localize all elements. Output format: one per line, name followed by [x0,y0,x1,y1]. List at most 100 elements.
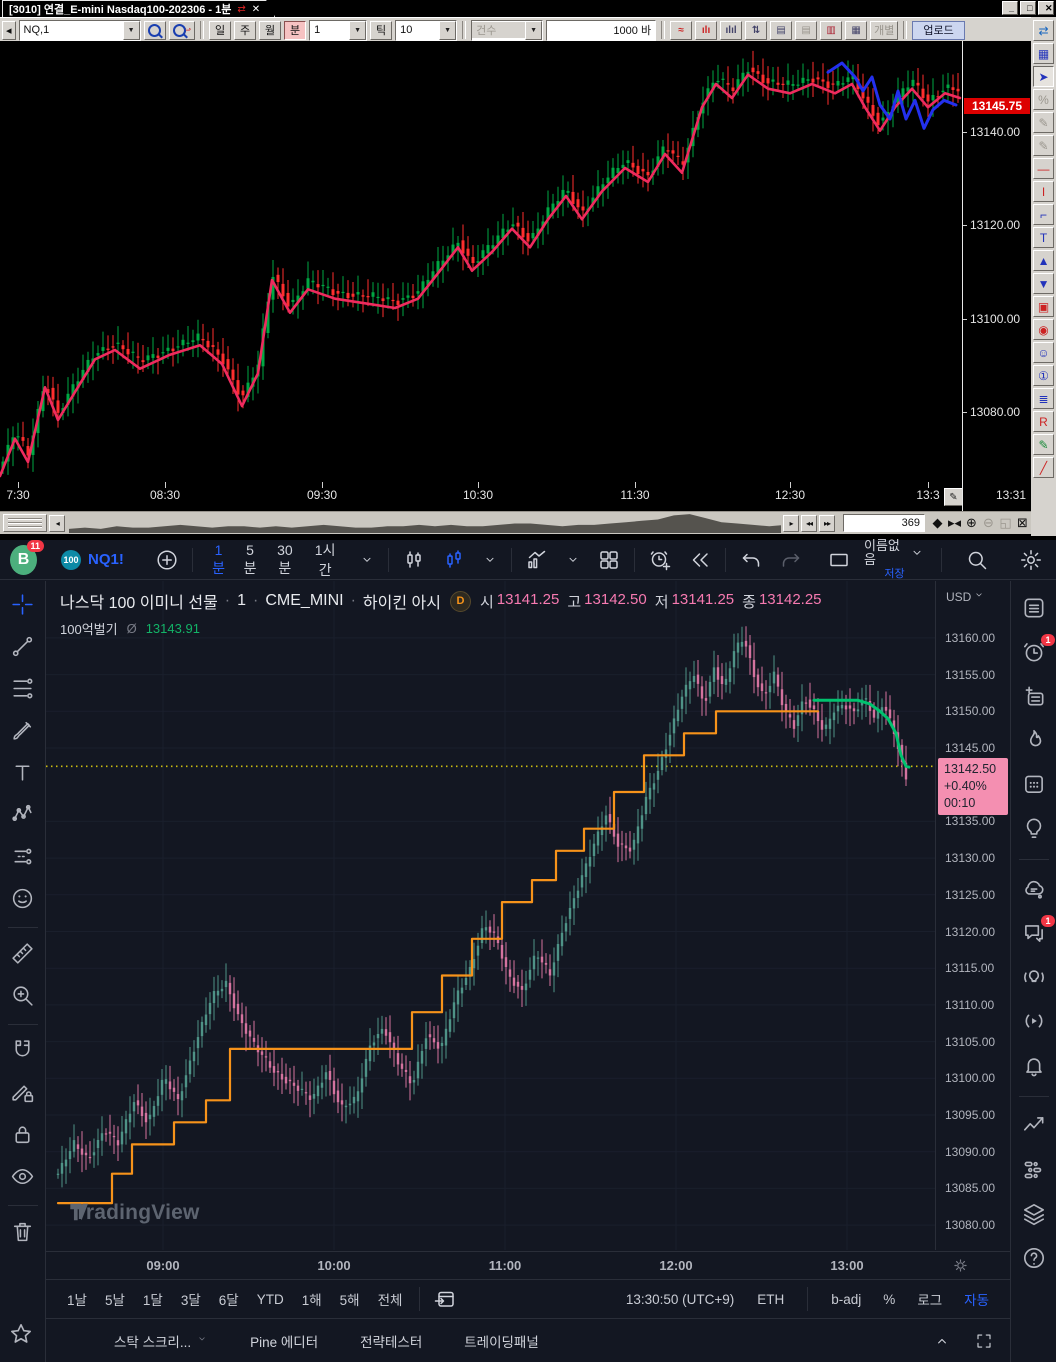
pattern-tool[interactable] [8,801,38,831]
fib-tool[interactable] [8,675,38,705]
avatar[interactable]: B 11 [10,539,45,575]
hide-drawings-tool[interactable] [8,1163,38,1193]
minds-panel[interactable] [1020,876,1048,904]
chevron-down-icon[interactable]: ▼ [349,20,367,40]
refresh-tool[interactable]: ⇄ [1033,20,1054,41]
trend-tool[interactable]: ╱ [1033,457,1054,478]
bar-count-field[interactable] [546,19,657,41]
lock-all-tool[interactable] [8,1121,38,1151]
text-tool[interactable]: T [1033,227,1054,248]
magnet-tool[interactable] [8,1037,38,1067]
currency-toggle[interactable]: USD [946,589,985,604]
tv-price-axis[interactable]: USD 13142.50 +0.40% 00:10 13160.00 13155.… [935,581,1011,1250]
calendar-panel[interactable] [1020,771,1048,799]
chevron-down-icon[interactable] [909,545,925,561]
ellipse-tool[interactable]: ◉ [1033,319,1054,340]
trendline-tool[interactable] [8,633,38,663]
ideas-panel[interactable] [1020,815,1048,843]
bar-counter-field[interactable] [843,514,925,532]
sort-updown-button[interactable]: ⇅ [745,20,768,40]
live-ideas-panel[interactable] [1020,964,1048,992]
fullscreen-button[interactable] [972,1329,996,1353]
settings-button[interactable] [1016,545,1046,575]
vline-tool[interactable]: I [1033,181,1054,202]
pen-tool[interactable]: ✎ [1033,434,1054,455]
tick-combo[interactable]: 10 ▼ [395,19,458,41]
scroll-right-button[interactable]: ▸ [783,514,799,532]
help-button[interactable] [1020,1245,1048,1273]
collapse-panel-button[interactable] [930,1329,954,1353]
indicators-menu-button[interactable] [562,549,584,571]
symbol-combo[interactable]: NQ,1 ▼ [18,19,141,41]
tv-chart-area[interactable]: 나스닥 100 이미니 선물 · 1 · CME_MINI · 하이킨 아시 D… [46,581,935,1250]
pine-scripts-panel[interactable] [1020,1157,1048,1185]
bar-replay-button[interactable] [685,545,715,575]
scroll-grip[interactable] [3,514,48,532]
jump-forward-button[interactable]: ▸▸ [819,514,835,532]
drawing-lock-tool[interactable] [8,1079,38,1109]
cursor-tool[interactable]: ➤ [1033,66,1054,87]
scroll-left-button[interactable]: ◂ [49,514,66,532]
zoom-in-button[interactable] [143,20,166,40]
hts-chart-area[interactable]: 7:30 08:30 09:30 10:30 11:30 12:30 13:3 ✎ [0,41,962,511]
data-mode-badge[interactable]: D [449,590,471,612]
crosshair-tool[interactable] [8,591,38,621]
session-button[interactable]: ETH [750,1289,791,1310]
minimize-button[interactable]: _ [1002,1,1018,15]
doc-color-button[interactable]: ▥ [820,20,843,40]
close-scroll-button[interactable]: ⊠ [1017,515,1028,530]
step-line-tool[interactable]: ⌐ [1033,204,1054,225]
volume-bars-button[interactable]: ılıl [720,20,743,40]
heikin-ashi-style-button[interactable] [439,545,469,575]
chevron-down-icon[interactable]: ▼ [122,20,140,40]
edit-a-tool[interactable]: ✎ [1033,112,1054,133]
percent-tool[interactable]: % [1033,89,1054,110]
tv-time-axis[interactable]: 09:00 10:00 11:00 12:00 13:00 [46,1251,1010,1280]
zoom-out-button[interactable]: ⊖ [983,515,994,530]
upload-button[interactable]: 업로드 [912,20,965,40]
grid-chart-tool[interactable]: ▦ [1033,43,1054,64]
alerts-panel[interactable]: 1 [1020,634,1055,667]
maximize-button[interactable]: □ [1020,1,1036,15]
redo-button[interactable] [776,545,806,575]
fit-button[interactable]: ▸◂ [947,515,962,530]
save-action[interactable]: 저장 [884,567,905,580]
link-icon[interactable]: ⇄ [237,3,246,15]
compare-add-button[interactable] [152,545,182,575]
new-doc-button[interactable]: ▤ [770,20,793,40]
hts-price-axis[interactable]: 13145.75 13:31 13140.00 13120.00 13100.00 1… [962,41,1032,511]
notifications-panel[interactable] [1020,1052,1048,1080]
volume-red-button[interactable]: ılı [695,20,718,40]
emoji-tool[interactable]: ☺ [1033,342,1054,363]
chart-legend[interactable]: 나스닥 100 이미니 선물 · 1 · CME_MINI · 하이킨 아시 D… [60,590,822,612]
hts-title-tab[interactable]: [3010] 연결_E-mini Nasdaq100-202306 - 1분 ⇄… [2,0,275,17]
brush-tool[interactable] [8,717,38,747]
individual-button[interactable]: 개별 [870,20,899,40]
signal-line-button[interactable]: ≈ [670,20,693,40]
indicators-button[interactable] [522,545,552,575]
undo-button[interactable] [736,545,766,575]
chart-style-menu-button[interactable] [479,549,501,571]
emoji-tool[interactable] [8,885,38,915]
compress-button[interactable]: ◆ [932,515,943,530]
count-combo[interactable]: 건수 ▼ [471,19,544,41]
edit-b-tool[interactable]: ✎ [1033,135,1054,156]
chevron-down-icon[interactable]: ▼ [525,20,543,40]
layout-save-widget[interactable]: 이름없음 저장 [864,539,925,580]
create-alert-button[interactable] [645,545,675,575]
go-to-date-button[interactable] [430,1284,460,1314]
tick-button[interactable]: 틱 [370,20,393,40]
arrow-down-tool[interactable]: ▼ [1033,273,1054,294]
tv-chart-canvas[interactable] [46,581,935,1250]
zoom-in-tool[interactable] [8,982,38,1012]
chart-style-button[interactable] [399,545,429,575]
symbol-widget[interactable]: 100 NQ1! [61,549,124,570]
measure-tool[interactable] [8,940,38,970]
copy-doc-button[interactable]: ▤ [795,20,818,40]
forecast-tool[interactable] [8,843,38,873]
edit-axis-button[interactable]: ✎ [944,488,962,506]
close-button[interactable]: ✕ [1038,1,1054,15]
search-button[interactable] [962,545,992,575]
table-grid-button[interactable]: ▦ [845,20,868,40]
zoom-reset-button[interactable]: ↩ [168,20,196,40]
